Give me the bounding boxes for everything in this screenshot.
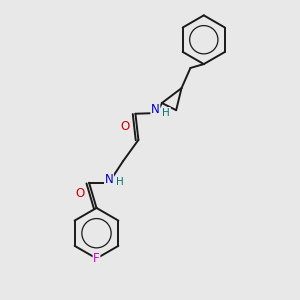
Text: N: N	[151, 103, 160, 116]
Text: O: O	[120, 120, 130, 133]
Text: N: N	[105, 172, 113, 186]
Text: H: H	[116, 177, 124, 187]
Text: O: O	[75, 187, 84, 200]
Text: F: F	[93, 252, 100, 265]
Text: H: H	[163, 108, 170, 118]
